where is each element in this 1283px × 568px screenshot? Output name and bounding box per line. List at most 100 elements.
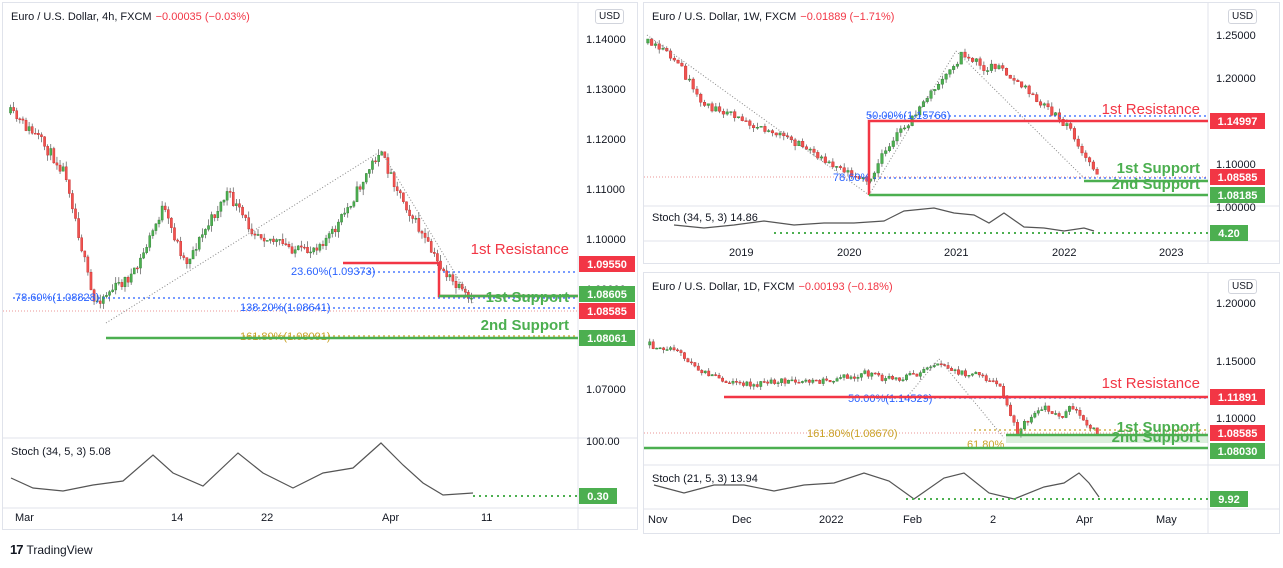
stoch-line (10, 442, 474, 496)
candle-body (185, 257, 189, 264)
chart-canvas-1w[interactable]: 1.250001.200001.150001.100001.0000020192… (644, 3, 1280, 264)
candle-body (235, 203, 238, 206)
candle-body (120, 282, 124, 287)
candle-body (648, 341, 652, 346)
candle-body (661, 48, 665, 50)
x-tick-label: Mar (15, 512, 34, 524)
candle-body (748, 381, 752, 387)
candle-body (752, 125, 756, 129)
x-tick-label: Apr (382, 512, 399, 524)
candle-body (877, 372, 881, 376)
candle-body (49, 148, 53, 156)
candle-body (259, 234, 263, 239)
candle-body (736, 116, 741, 118)
candle-body (46, 146, 49, 156)
level-label: 2nd Support (1112, 429, 1200, 446)
candle-body (857, 176, 861, 179)
candle-body (191, 250, 195, 260)
candle-body (287, 243, 291, 247)
candle-body (1038, 101, 1043, 106)
stoch-value: 5.08 (89, 446, 111, 458)
candle-body (219, 201, 223, 212)
candle-body (402, 192, 405, 202)
symbol-title: Euro / U.S. Dollar, 1W, FXCM (652, 11, 797, 23)
candle-body (105, 295, 108, 297)
candle-body (436, 253, 439, 262)
price-tag-resistance: 1.14997 (1218, 116, 1258, 128)
symbol-title: Euro / U.S. Dollar, 1D, FXCM (652, 281, 795, 293)
stoch-tag: 4.20 (1218, 228, 1239, 240)
level-label: 2nd Support (481, 317, 569, 334)
candle-body (142, 252, 145, 259)
candle-body (918, 372, 922, 377)
candle-body (789, 136, 793, 141)
chart-panel-1d[interactable]: 1.20000 1.15000 1.10000 Nov Dec 2022 Feb 2 Apr Ma… (643, 272, 1280, 534)
candle-body (801, 141, 805, 147)
y-tick-label: 1.10000 (1216, 159, 1256, 171)
candle-body (724, 381, 728, 384)
x-tick-label: 2 (990, 514, 996, 526)
candle-body (1008, 74, 1012, 79)
stoch-tag-bg (1210, 491, 1248, 507)
price-tag-support-2-bg (579, 330, 635, 346)
candle-body (891, 140, 895, 147)
chart-panel-1w[interactable]: 1.250001.200001.150001.100001.0000020192… (643, 2, 1280, 264)
stoch-line (673, 207, 1095, 232)
candle-body (735, 381, 738, 383)
chart-panel-4h[interactable]: 1.140001.130001.120001.110001.100001.090… (2, 2, 638, 530)
candle-body (1012, 78, 1016, 81)
candle-body (804, 379, 808, 382)
candle-body (906, 125, 910, 129)
candle-body (940, 78, 944, 85)
candle-body (687, 78, 691, 81)
candle-body (1046, 103, 1050, 108)
tradingview-branding[interactable]: 17 TradingView (10, 542, 93, 557)
candle-body (460, 283, 464, 290)
candle-body (693, 362, 697, 367)
candle-body (389, 172, 393, 174)
candle-body (136, 267, 139, 270)
candle-body (247, 217, 251, 230)
stoch-top-tick: 100.00 (586, 436, 620, 448)
candle-body (213, 214, 216, 218)
stoch-tag: 0.30 (587, 491, 608, 503)
candle-body (442, 268, 445, 272)
candle-body (1027, 85, 1031, 95)
price-tag-support-1: 1.08585 (1218, 428, 1258, 440)
stoch-legend: Stoch (34, 5, 3) 5.08 (11, 446, 111, 458)
candle-body (1068, 406, 1071, 412)
candle-body (64, 166, 68, 181)
candle-body (870, 372, 874, 377)
stoch-value: 14.86 (730, 212, 758, 224)
candle-body (686, 358, 690, 363)
candle-body (821, 378, 825, 384)
candle-body (420, 231, 424, 234)
candle-body (780, 378, 783, 383)
candle-body (963, 51, 967, 58)
candle-body (318, 244, 322, 251)
candle-body (953, 369, 957, 371)
candle-body (1004, 68, 1009, 76)
price-tag-support-1: 1.08605 (587, 289, 627, 301)
candle-body (944, 73, 948, 80)
candle-body (895, 132, 899, 142)
currency-button[interactable]: USD (595, 9, 625, 24)
candle-body (21, 118, 25, 121)
candle-body (657, 43, 661, 50)
candle-body (1020, 81, 1024, 88)
currency-button[interactable]: USD (1228, 9, 1258, 24)
candle-body (793, 139, 797, 146)
y-tick-label: 1.25000 (1216, 30, 1256, 42)
candle-body (880, 153, 884, 164)
candle-body (355, 186, 359, 202)
candle-body (330, 228, 334, 234)
candle-body (426, 237, 430, 242)
chart-canvas-4h[interactable]: 1.140001.130001.120001.110001.100001.090… (3, 3, 638, 530)
candle-body (253, 233, 257, 236)
y-tick-label: 1.07000 (586, 384, 626, 396)
candle-body (991, 380, 995, 382)
chart-canvas-1d[interactable]: 1.20000 1.15000 1.10000 Nov Dec 2022 Feb 2 Apr Ma… (644, 273, 1280, 534)
candle-body (967, 56, 971, 59)
currency-button[interactable]: USD (1228, 279, 1258, 294)
candle-body (95, 300, 99, 303)
